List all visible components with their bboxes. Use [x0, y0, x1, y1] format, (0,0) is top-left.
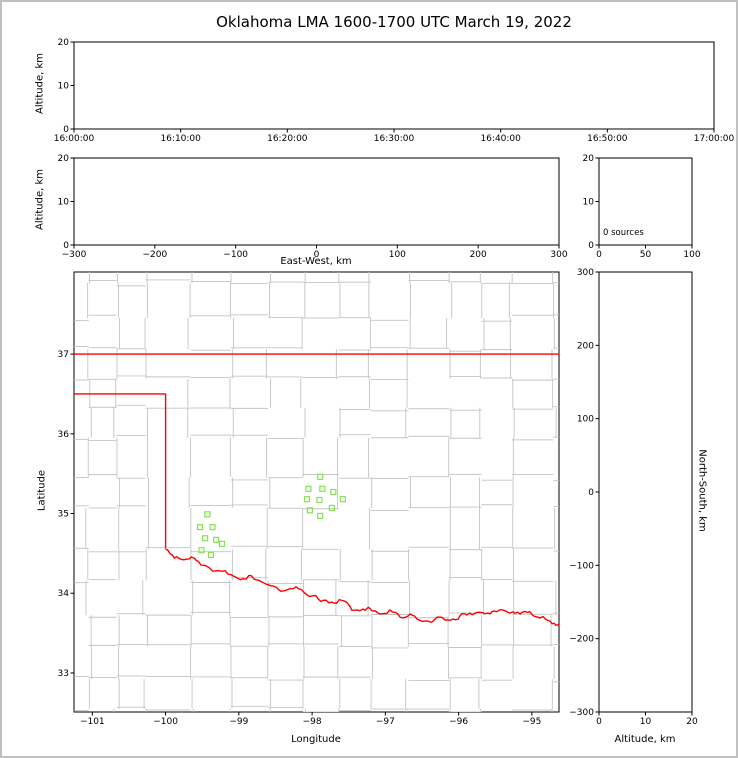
y-tick-label: −200 [569, 635, 594, 645]
ns-height-xlabel: Altitude, km [614, 734, 676, 745]
y-tick-label: 0 [63, 125, 69, 135]
station-marker [196, 523, 204, 531]
x-tick-label: 16:20:00 [267, 134, 308, 144]
y-tick-label: 0 [588, 488, 594, 498]
x-tick-label: −98 [303, 717, 322, 727]
y-tick-label: 20 [58, 38, 70, 48]
station-marker [218, 540, 226, 547]
y-tick-label: 20 [58, 154, 70, 164]
x-tick-label: 16:00:00 [54, 134, 95, 144]
x-tick-label: 20 [686, 717, 698, 727]
x-tick-label: −101 [80, 717, 105, 727]
y-tick-label: 10 [58, 82, 70, 92]
x-tick-label: 16:40:00 [480, 134, 521, 144]
y-tick-label: 300 [577, 268, 594, 278]
station-marker [330, 488, 337, 496]
ns-height-right-ylabel: North-South, km [696, 449, 708, 532]
ew-height-xlabel: East-West, km [280, 256, 352, 267]
y-tick-label: 34 [58, 589, 70, 599]
map-xlabel: Longitude [291, 734, 341, 745]
y-tick-label: −300 [569, 708, 594, 718]
station-marker [207, 551, 215, 559]
y-tick-label: 200 [577, 341, 594, 351]
x-tick-label: 16:10:00 [160, 134, 201, 144]
y-tick-label: 37 [58, 350, 69, 360]
y-tick-label: 35 [58, 510, 69, 520]
station-marker [303, 496, 311, 503]
time-height-ylabel: Altitude, km [34, 53, 46, 114]
station-marker [305, 485, 312, 492]
station-marker [306, 507, 314, 514]
y-tick-label: 36 [58, 430, 70, 440]
station-marker [209, 523, 216, 531]
station-marker [317, 512, 324, 520]
x-tick-label: −200 [142, 250, 167, 260]
sources-count-annotation: 0 sources [603, 228, 644, 238]
ew_height_panel: −300 −200 −100 0 100 200 300 0 10 20 [58, 154, 568, 260]
panel-frame [73, 271, 560, 713]
station-marker [339, 496, 346, 503]
time_height_panel: 16:00:00 16:10:00 16:20:00 16:30:00 16:40:00… [54, 38, 735, 144]
x-tick-label: −300 [62, 250, 87, 260]
x-tick-label: −96 [449, 717, 468, 727]
map-content [74, 272, 559, 712]
x-tick-label: 16:50:00 [587, 134, 628, 144]
x-tick-label: 17:00:00 [694, 134, 735, 144]
y-tick-label: 0 [588, 241, 594, 251]
panel-frame [73, 41, 715, 130]
x-tick-label: 10 [640, 717, 652, 727]
station-marker [204, 511, 211, 518]
y-tick-label: 0 [63, 241, 69, 251]
figure-title: Oklahoma LMA 1600-1700 UTC March 19, 202… [216, 13, 572, 31]
y-tick-label: 10 [58, 198, 70, 208]
x-tick-label: −99 [229, 717, 248, 727]
ew-height-ylabel: Altitude, km [34, 169, 46, 230]
panel-frame [73, 157, 560, 246]
x-tick-label: 0 [596, 717, 602, 727]
station-marker [317, 473, 324, 480]
y-tick-label: 33 [58, 669, 69, 679]
state-boundary-red-river [165, 548, 559, 627]
state-boundary-panhandle [74, 393, 167, 549]
station-marker [316, 496, 323, 504]
x-tick-label: −100 [153, 717, 178, 727]
y-tick-label: 100 [577, 415, 594, 425]
station-marker [213, 536, 220, 543]
x-tick-label: 100 [389, 250, 406, 260]
x-tick-label: 100 [683, 250, 700, 260]
ns_height_panel: 0 10 20 300 200 100 0 −100 −200 −300 [569, 268, 698, 727]
x-tick-label: 200 [470, 250, 487, 260]
y-tick-label: 20 [583, 154, 595, 164]
source_histogram_panel: 0 50 100 0 10 20 [583, 154, 701, 260]
station-marker [202, 535, 209, 542]
y-tick-label: −100 [569, 561, 594, 571]
x-tick-label: 0 [596, 250, 602, 260]
station-marker [319, 485, 326, 492]
x-tick-label: −97 [376, 717, 395, 727]
x-tick-label: −100 [223, 250, 248, 260]
panel-frame [598, 271, 693, 713]
station-marker [328, 504, 335, 512]
x-tick-label: 50 [640, 250, 652, 260]
x-tick-label: 16:30:00 [374, 134, 415, 144]
x-tick-label: −95 [522, 717, 541, 727]
map-ylabel: Latitude [36, 469, 48, 512]
plan_view_map: −101 −100 −99 −98 −97 −96 −95 33 34 35 36 37 [58, 271, 560, 727]
x-tick-label: 300 [550, 250, 567, 260]
y-tick-label: 10 [583, 198, 595, 208]
x-tick-label: 0 [314, 250, 320, 260]
station-marker [198, 547, 205, 554]
